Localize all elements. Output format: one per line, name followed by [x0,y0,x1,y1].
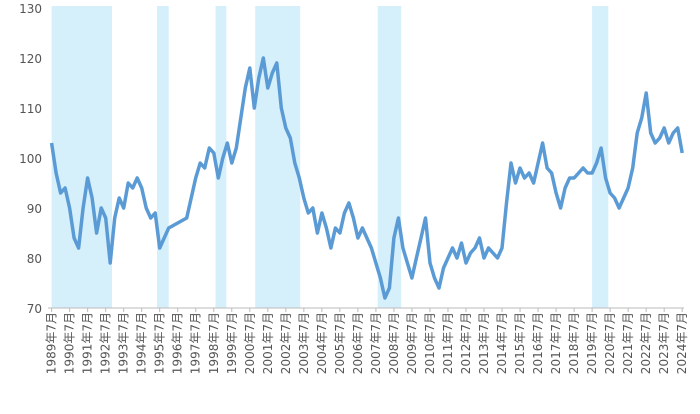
data-line [49,56,684,300]
x-tick-label: 2016年7月 [531,312,545,374]
x-tick-label: 2021年7月 [621,312,635,374]
x-tick-label: 2003年7月 [297,312,311,374]
y-tick-label: 120 [19,52,42,66]
x-tick-label: 2023年7月 [657,312,671,374]
x-tick-label: 1996年7月 [171,312,185,374]
x-tick-label: 2002年7月 [279,312,293,374]
shaded-period [377,6,402,308]
x-tick-label: 1994年7月 [135,312,149,374]
x-tick-label: 1991年7月 [81,312,95,374]
x-tick-label: 2009年7月 [405,312,419,374]
x-tick-label: 2008年7月 [387,312,401,374]
y-tick-label: 110 [19,102,42,116]
y-tick-label: 80 [27,252,42,266]
y-tick-label: 70 [27,302,42,316]
x-tick-label: 2001年7月 [261,312,275,374]
x-tick-label: 2020年7月 [603,312,617,374]
x-tick-label: 2011年7月 [441,312,455,374]
x-tick-label: 2004年7月 [315,312,329,374]
x-tick-label: 1995年7月 [153,312,167,374]
x-tick-label: 2018年7月 [567,312,581,374]
x-tick-label: 2024年7月 [675,312,689,374]
x-tick-label: 2014年7月 [495,312,509,374]
x-tick-label: 1989年7月 [45,312,59,374]
shaded-period [157,6,169,308]
x-tick-label: 2019年7月 [585,312,599,374]
x-tick-label: 2012年7月 [459,312,473,374]
x-tick-label: 2017年7月 [549,312,563,374]
x-tick-label: 2005年7月 [333,312,347,374]
shaded-period [215,6,227,308]
x-tick-label: 2000年7月 [243,312,257,374]
x-tick-label: 2010年7月 [423,312,437,374]
x-tick-label: 2013年7月 [477,312,491,374]
x-tick-label: 1997年7月 [189,312,203,374]
x-tick-label: 1998年7月 [207,312,221,374]
x-tick-label: 1993年7月 [117,312,131,374]
y-tick-label: 130 [19,2,42,16]
x-tick-label: 2015年7月 [513,312,527,374]
shaded-period [51,6,112,308]
x-tick-label: 1992年7月 [99,312,113,374]
x-tick-label: 2022年7月 [639,312,653,374]
x-tick-label: 2006年7月 [351,312,365,374]
x-tick-label: 1990年7月 [63,312,77,374]
x-tick-label: 1999年7月 [225,312,239,374]
x-tick-label: 2007年7月 [369,312,383,374]
y-tick-label: 100 [19,152,42,166]
y-tick-label: 90 [27,202,42,216]
